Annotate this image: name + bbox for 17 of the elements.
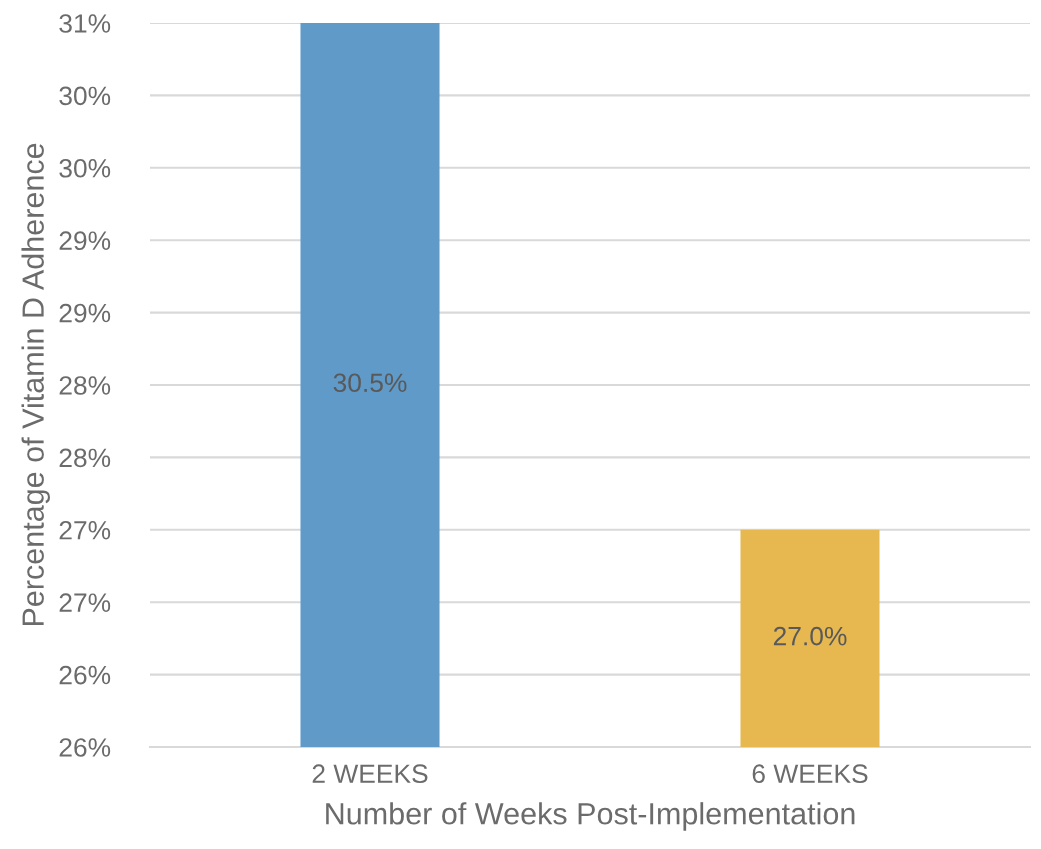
y-tick-label: 29%: [59, 303, 111, 323]
y-tick-label: 26%: [59, 738, 111, 757]
y-tick-label: 28%: [59, 448, 111, 468]
y-tick-label: 29%: [59, 231, 111, 251]
y-tick-label: 26%: [59, 665, 111, 685]
y-tick-label: 28%: [59, 376, 111, 395]
y-tick-label: 30%: [59, 158, 111, 178]
data-label: 30.5%: [333, 373, 407, 393]
y-axis-title: Percentage of Vitamin D Adherence: [21, 143, 50, 626]
y-tick-label: 27%: [59, 593, 111, 612]
y-tick-label: 31%: [59, 14, 111, 33]
x-axis-title: Number of Weeks Post-Implementation: [326, 802, 855, 831]
x-tick-label: 6 WEEKS: [752, 764, 868, 784]
y-tick-label: 27%: [59, 520, 111, 540]
x-tick-label: 2 WEEKS: [312, 764, 428, 784]
y-tick-label: 30%: [59, 86, 111, 106]
data-label: 27.0%: [773, 626, 847, 646]
